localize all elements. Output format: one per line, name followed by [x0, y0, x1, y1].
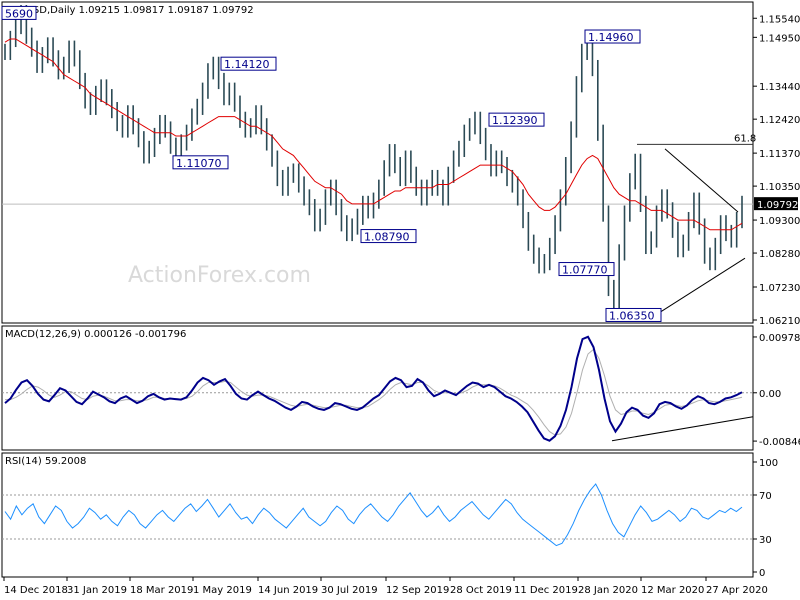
annotation-label: 1.07770	[562, 264, 608, 277]
annotation-box	[360, 229, 417, 244]
x-tick-label: 14 Dec 2018	[4, 585, 68, 596]
macd-y-tick-label: -0.008464	[759, 437, 800, 448]
fib-618-label: 61.8	[734, 133, 756, 144]
axes: 1.15540 1.14950 1.13440 1.12420 1.11370 1.103…	[3, 14, 800, 596]
x-tick-label: 12 Mar 2020	[641, 585, 704, 596]
price-y-tick-label: 1.13440	[759, 82, 800, 93]
rsi-y-tick-label: 0	[759, 568, 765, 579]
price-panel-frame	[1, 1, 754, 324]
annotation-label: 1.11070	[176, 157, 222, 170]
macd-header: MACD(12,26,9) 0.000126 -0.001796	[5, 329, 186, 340]
macd-panel-frame	[1, 325, 754, 451]
rsi-plot	[2, 483, 753, 547]
rsi-y-tick-label: 30	[759, 535, 772, 546]
x-tick-label: 11 Dec 2019	[514, 585, 578, 596]
rsi-panel-frame	[1, 452, 754, 578]
macd-line	[4, 335, 743, 442]
watermark-text: ActionForex.com	[128, 263, 311, 288]
macd-signal-line	[5, 348, 743, 436]
macd-y-tick-label: 0.00978	[759, 333, 800, 344]
moving-average-line	[4, 38, 743, 231]
price-y-tick-label: 1.11370	[759, 149, 800, 160]
x-tick-label: 1 May 2019	[193, 585, 252, 596]
x-tick-label: 27 Apr 2020	[706, 585, 768, 596]
price-y-tick-label: 1.07230	[759, 283, 800, 294]
annotation-label: 1.06350	[609, 309, 655, 322]
triangle-upper-line	[664, 148, 739, 213]
price-y-tick-label: 1.12420	[759, 115, 800, 126]
annotation-box	[172, 155, 229, 170]
rsi-y-tick-label: 100	[759, 458, 778, 469]
price-y-tick-label: 1.10350	[759, 182, 800, 193]
annotation-box	[1, 5, 37, 20]
price-y-tick-label: 1.06210	[759, 316, 800, 327]
annotation-label: 1.08790	[364, 231, 410, 244]
x-tick-label: 28 Jan 2020	[578, 585, 638, 596]
annotation-box	[220, 56, 277, 71]
x-tick-label: 30 Jul 2019	[321, 585, 378, 596]
rsi-y-tick-label: 70	[759, 491, 772, 502]
current-price-label: 1.09792	[757, 200, 798, 211]
x-tick-label: 12 Sep 2019	[386, 585, 449, 596]
triangle-lower-line	[654, 257, 746, 316]
macd-y-tick-label: 0.00	[759, 389, 781, 400]
x-tick-label: 18 Mar 2019	[130, 585, 193, 596]
rsi-header: RSI(14) 59.2008	[5, 456, 86, 467]
annotation-box	[488, 112, 545, 127]
macd-plot	[2, 335, 754, 442]
annotation-label: 1.14120	[224, 58, 270, 71]
x-tick-label: 28 Oct 2019	[450, 585, 512, 596]
x-tick-label: 14 Jun 2019	[258, 585, 318, 596]
annotation-box	[605, 307, 662, 322]
annotation-label: 1.14960	[588, 31, 634, 44]
price-plot: 61.8 5690 1.14120 1.11070 1.08790 1.12390 1.07…	[1, 5, 756, 322]
x-tick-label: 31 Jan 2019	[67, 585, 127, 596]
price-y-tick-label: 1.14950	[759, 33, 800, 44]
rsi-line	[4, 483, 743, 547]
annotation-box	[558, 262, 615, 277]
price-header: EURUSD,Daily 1.09215 1.09817 1.09187 1.0…	[5, 5, 254, 16]
macd-trend-line	[611, 416, 754, 442]
annotation-box	[584, 29, 641, 44]
annotation-label: 5690	[5, 7, 33, 20]
price-y-tick-label: 1.15540	[759, 14, 800, 25]
current-price-box	[754, 197, 798, 211]
annotation-label: 1.12390	[492, 114, 538, 127]
price-y-tick-label: 1.08280	[759, 249, 800, 260]
price-y-tick-label: 1.09300	[759, 216, 800, 227]
